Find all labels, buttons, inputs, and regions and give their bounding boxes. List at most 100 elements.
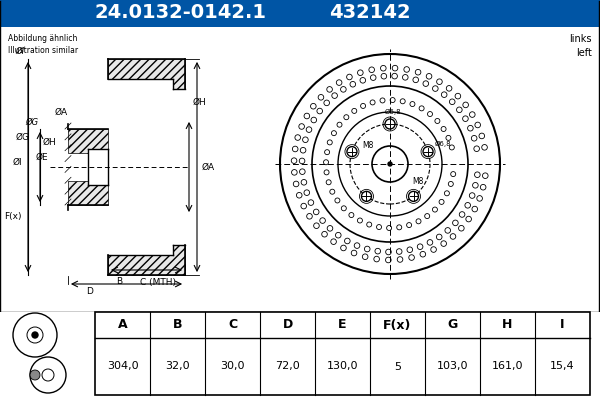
Circle shape bbox=[307, 214, 312, 219]
Circle shape bbox=[327, 226, 333, 231]
Text: 24.0132-0142.1: 24.0132-0142.1 bbox=[94, 4, 266, 22]
Circle shape bbox=[407, 247, 413, 252]
Circle shape bbox=[481, 184, 486, 190]
Circle shape bbox=[475, 122, 481, 128]
Circle shape bbox=[482, 173, 488, 178]
Text: A: A bbox=[118, 318, 127, 332]
Circle shape bbox=[311, 117, 317, 123]
Circle shape bbox=[445, 228, 451, 233]
Text: 72,0: 72,0 bbox=[275, 362, 300, 372]
Text: 32,0: 32,0 bbox=[165, 362, 190, 372]
Text: Ø6,8: Ø6,8 bbox=[385, 109, 401, 115]
Circle shape bbox=[327, 86, 332, 92]
Circle shape bbox=[466, 216, 472, 222]
Circle shape bbox=[322, 232, 328, 237]
Text: M8: M8 bbox=[412, 178, 424, 186]
Circle shape bbox=[292, 170, 297, 175]
Circle shape bbox=[370, 75, 376, 80]
Circle shape bbox=[317, 108, 323, 114]
Circle shape bbox=[441, 126, 446, 132]
Text: Abbildung ähnlich
Illustration similar: Abbildung ähnlich Illustration similar bbox=[8, 34, 78, 55]
Circle shape bbox=[326, 180, 331, 185]
Circle shape bbox=[410, 102, 415, 106]
Text: G: G bbox=[448, 318, 458, 332]
Circle shape bbox=[332, 93, 337, 98]
Circle shape bbox=[474, 146, 479, 152]
Text: links
left: links left bbox=[569, 34, 592, 58]
Circle shape bbox=[341, 245, 346, 251]
Text: ØI: ØI bbox=[13, 158, 22, 166]
Circle shape bbox=[358, 218, 362, 223]
Circle shape bbox=[449, 99, 455, 104]
Circle shape bbox=[306, 127, 312, 132]
Circle shape bbox=[293, 181, 299, 187]
Text: I: I bbox=[560, 318, 565, 332]
Circle shape bbox=[377, 224, 382, 230]
Circle shape bbox=[477, 196, 482, 201]
Circle shape bbox=[390, 98, 395, 102]
Circle shape bbox=[296, 192, 302, 198]
Circle shape bbox=[327, 140, 332, 145]
Circle shape bbox=[331, 131, 337, 136]
Circle shape bbox=[354, 243, 360, 248]
Circle shape bbox=[308, 200, 314, 205]
Circle shape bbox=[330, 189, 335, 194]
Circle shape bbox=[463, 116, 468, 122]
Circle shape bbox=[374, 256, 379, 262]
Circle shape bbox=[302, 137, 308, 142]
Circle shape bbox=[413, 77, 419, 83]
Text: 103,0: 103,0 bbox=[437, 362, 468, 372]
Circle shape bbox=[344, 238, 350, 244]
Text: H: H bbox=[502, 318, 512, 332]
Circle shape bbox=[350, 82, 356, 87]
Text: ØA: ØA bbox=[202, 162, 215, 172]
Circle shape bbox=[442, 92, 447, 98]
Circle shape bbox=[446, 135, 451, 140]
Circle shape bbox=[439, 200, 444, 204]
Circle shape bbox=[385, 119, 395, 129]
Text: 5: 5 bbox=[394, 362, 401, 372]
Text: 432142: 432142 bbox=[329, 4, 411, 22]
Text: D: D bbox=[86, 288, 94, 296]
Circle shape bbox=[341, 86, 346, 92]
Text: C (MTH): C (MTH) bbox=[140, 278, 176, 286]
Circle shape bbox=[369, 67, 374, 72]
Text: ØE: ØE bbox=[35, 152, 48, 162]
Text: C: C bbox=[228, 318, 237, 332]
Polygon shape bbox=[108, 245, 185, 275]
Circle shape bbox=[409, 191, 419, 201]
Circle shape bbox=[323, 160, 329, 165]
Circle shape bbox=[416, 219, 421, 224]
Circle shape bbox=[449, 145, 454, 150]
Circle shape bbox=[341, 206, 346, 211]
Text: ØH: ØH bbox=[193, 98, 207, 106]
Circle shape bbox=[301, 203, 307, 209]
Circle shape bbox=[420, 252, 425, 257]
Circle shape bbox=[423, 81, 428, 86]
Circle shape bbox=[451, 172, 455, 176]
Circle shape bbox=[428, 112, 433, 116]
Text: F(x): F(x) bbox=[383, 318, 412, 332]
Circle shape bbox=[458, 226, 464, 231]
Circle shape bbox=[300, 148, 306, 153]
Circle shape bbox=[347, 147, 357, 157]
Circle shape bbox=[351, 250, 357, 256]
Text: B: B bbox=[116, 278, 122, 286]
Circle shape bbox=[472, 206, 478, 212]
Text: ØI: ØI bbox=[16, 47, 25, 56]
Circle shape bbox=[370, 100, 375, 105]
Text: 161,0: 161,0 bbox=[492, 362, 523, 372]
Circle shape bbox=[358, 70, 363, 76]
Text: 30,0: 30,0 bbox=[220, 362, 245, 372]
Circle shape bbox=[407, 222, 412, 228]
Circle shape bbox=[324, 100, 329, 106]
Circle shape bbox=[337, 122, 342, 127]
Circle shape bbox=[423, 147, 433, 157]
Circle shape bbox=[441, 241, 446, 246]
Circle shape bbox=[436, 234, 442, 240]
Circle shape bbox=[386, 249, 391, 255]
Bar bbox=[95, 312, 590, 395]
Circle shape bbox=[324, 170, 329, 175]
Circle shape bbox=[30, 370, 40, 380]
Circle shape bbox=[446, 86, 452, 91]
